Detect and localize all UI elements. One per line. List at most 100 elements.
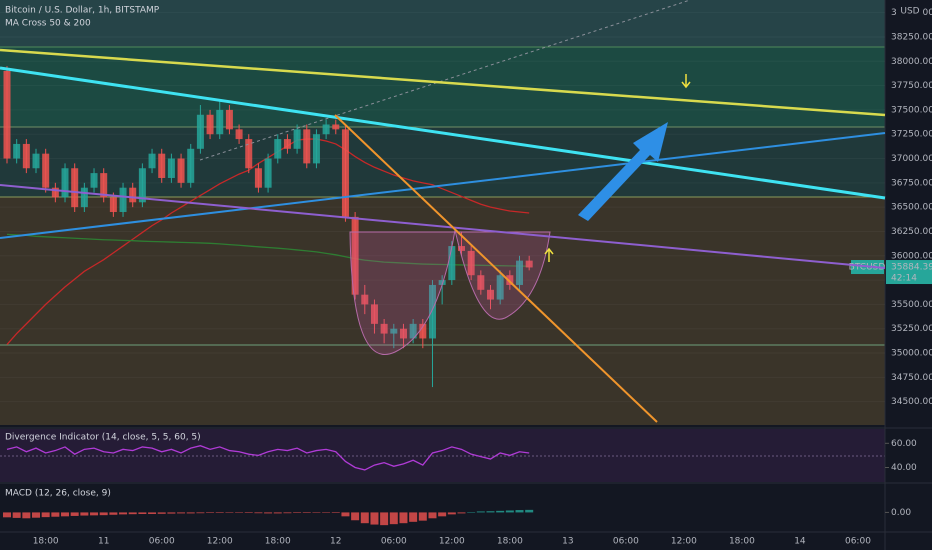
histogram-bar (3, 512, 11, 518)
currency-label: USD (900, 7, 919, 17)
candle-body (245, 139, 253, 169)
histogram-bar (486, 511, 495, 513)
histogram-bar (476, 511, 485, 513)
histogram-bar (61, 512, 70, 517)
histogram-bar (254, 512, 263, 514)
candle-body (42, 153, 50, 188)
histogram-bar (186, 512, 195, 514)
histogram-bar (312, 512, 321, 513)
histogram-bar (235, 512, 244, 513)
candle-body (428, 284, 436, 339)
y-tick-label: 37500.00 (891, 105, 932, 115)
y-tick-label: 37000.00 (891, 154, 932, 164)
x-tick-label: 18:00 (265, 537, 291, 547)
histogram-bar (90, 512, 99, 516)
candle-body (167, 158, 175, 178)
histogram-bar (167, 512, 176, 514)
candle-body (516, 260, 524, 285)
histogram-bar (515, 510, 524, 513)
histogram-bar (438, 512, 447, 517)
y-tick-label: 38250.00 (891, 32, 932, 42)
histogram-bar (148, 512, 157, 514)
zone (0, 197, 885, 425)
y-tick-label: 36750.00 (891, 178, 932, 188)
histogram-bar (457, 512, 466, 514)
x-tick-label: 18:00 (497, 537, 523, 547)
candle-body (80, 187, 88, 208)
candle-body (303, 129, 311, 164)
histogram-bar (389, 512, 398, 525)
candle-body (22, 143, 30, 169)
candle-body (71, 168, 79, 208)
x-tick-label: 06:00 (845, 537, 871, 547)
histogram-bar (351, 512, 360, 521)
chart-title: Bitcoin / U.S. Dollar, 1h, BITSTAMP (5, 6, 160, 16)
candle-body (341, 129, 349, 217)
y-tick-label: 34750.00 (891, 373, 932, 383)
histogram-bar (128, 512, 137, 515)
histogram-bar (99, 512, 108, 516)
y-tick-label: 37750.00 (891, 81, 932, 91)
candle-body (457, 246, 465, 251)
candle-body (148, 153, 156, 169)
histogram-bar (525, 509, 534, 513)
candle-body (332, 124, 340, 130)
y-tick-label: 37250.00 (891, 130, 932, 140)
candle-body (158, 153, 166, 178)
candle-body (187, 148, 195, 183)
y-tick-label: 35000.00 (891, 349, 932, 359)
histogram-bar (341, 512, 350, 517)
x-tick-label: 06:00 (613, 537, 639, 547)
marks: 34500.00 34750.00 35000.00 35250.00 35500.00… (0, 4, 932, 547)
arrow-down (681, 74, 691, 89)
x-tick-label: 06:00 (149, 537, 175, 547)
trendline (0, 48, 886, 117)
candle-body (119, 187, 127, 213)
candle-body (293, 129, 301, 149)
candle-body (90, 173, 98, 188)
y-tick-label: 36500.00 (891, 203, 932, 213)
indicator-title: MA Cross 50 & 200 (5, 19, 91, 29)
histogram-bar (505, 510, 514, 513)
histogram-bar (302, 512, 311, 514)
candle-body (216, 109, 224, 135)
candle-body (438, 280, 446, 285)
histogram-bar (399, 512, 408, 524)
price-box (886, 260, 932, 285)
trendline (0, 66, 886, 200)
candle-body (100, 173, 108, 198)
candle-body (283, 139, 291, 149)
histogram-bar (496, 510, 505, 513)
histogram-bar (22, 512, 31, 519)
candle-body (409, 323, 417, 339)
x-tick-label: 12 (330, 537, 341, 547)
y-tick-label: 34500.00 (891, 397, 932, 407)
candle-body (419, 323, 427, 339)
candle-body (61, 168, 69, 198)
price-label: 35884.39 (891, 263, 932, 273)
candle-body (235, 129, 243, 140)
histogram-bar (109, 512, 118, 515)
symbol-label: BTCUSD (849, 263, 886, 273)
candle-body (264, 158, 272, 188)
histogram-bar (273, 512, 282, 514)
histogram-bar (196, 512, 205, 514)
candle-body (3, 70, 11, 159)
histogram-bar (360, 512, 369, 524)
histogram-bar (447, 512, 456, 515)
histogram-bar (32, 512, 41, 518)
histogram-bar (80, 512, 89, 516)
candle-body (274, 139, 282, 159)
countdown: 42:14 (891, 274, 917, 284)
candle-body (254, 168, 262, 188)
trendline (0, 184, 886, 269)
candle-body (525, 260, 533, 268)
y-tick-label: 36250.00 (891, 227, 932, 237)
histogram-bar (428, 512, 437, 519)
y-tick-label: 35250.00 (891, 324, 932, 334)
candle-body (109, 197, 117, 213)
candle-body (390, 328, 398, 334)
arrow (578, 122, 668, 221)
candle-body (399, 328, 407, 339)
